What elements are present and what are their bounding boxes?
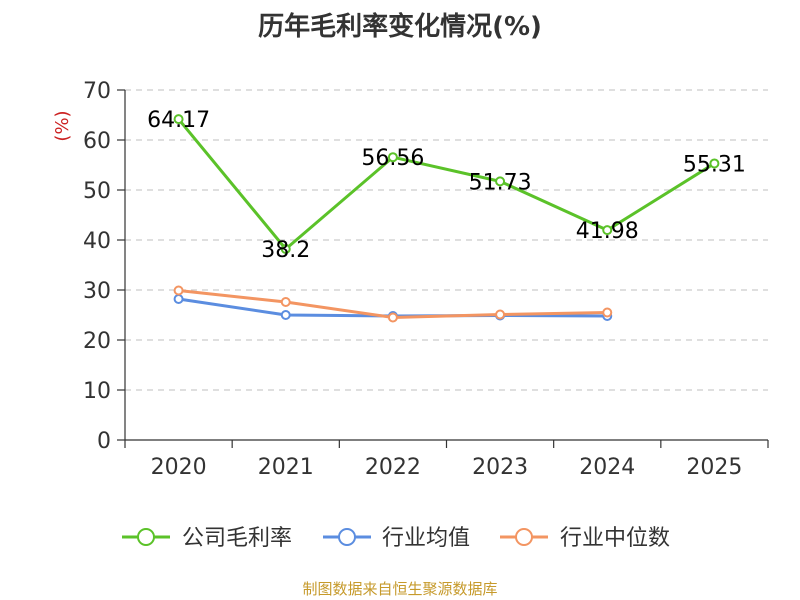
legend-item-2: 行业中位数 bbox=[500, 526, 670, 551]
legend-label-0: 公司毛利率 bbox=[182, 526, 292, 551]
data-label-2021: 38.2 bbox=[261, 238, 310, 263]
data-point-s0-2020 bbox=[173, 114, 184, 125]
data-point-s2-2023 bbox=[495, 309, 506, 320]
x-tick-label-2022: 2022 bbox=[365, 455, 421, 480]
y-tick-label-0: 0 bbox=[97, 429, 111, 454]
x-tick-label-2025: 2025 bbox=[686, 455, 742, 480]
y-tick-label-20: 20 bbox=[83, 329, 111, 354]
data-point-s1-2020 bbox=[173, 294, 184, 304]
legend: 公司毛利率 行业均值 行业中位数 bbox=[122, 526, 670, 551]
data-point-s1-2021 bbox=[280, 310, 291, 320]
legend-marker-0 bbox=[137, 528, 155, 546]
data-point-s2-2020 bbox=[173, 285, 184, 296]
legend-item-1: 行业均值 bbox=[323, 526, 470, 551]
x-tick-label-2020: 2020 bbox=[151, 455, 207, 480]
data-point-s0-2025 bbox=[709, 158, 720, 169]
x-tick-label-2021: 2021 bbox=[258, 455, 314, 480]
legend-marker-2 bbox=[515, 528, 533, 546]
y-axis-label: (%) bbox=[52, 110, 73, 141]
grid-lines bbox=[125, 89, 768, 391]
series-line-0 bbox=[177, 118, 716, 251]
y-tick-label-10: 10 bbox=[83, 379, 111, 404]
series bbox=[173, 114, 720, 323]
legend-marker-1 bbox=[338, 528, 356, 546]
data-point-s2-2022 bbox=[387, 312, 398, 323]
data-point-s2-2024 bbox=[602, 307, 613, 318]
y-tick-label-30: 30 bbox=[83, 279, 111, 304]
y-tick-label-60: 60 bbox=[83, 129, 111, 154]
x-tick-label-2024: 2024 bbox=[579, 455, 635, 480]
y-tick-label-40: 40 bbox=[83, 229, 111, 254]
source-note: 制图数据来自恒生聚源数据库 bbox=[302, 580, 498, 598]
data-point-s0-2022 bbox=[387, 152, 398, 163]
data-point-s0-2021 bbox=[280, 244, 291, 254]
y-tick-label-50: 50 bbox=[83, 179, 111, 204]
chart-title: 历年毛利率变化情况(%) bbox=[258, 12, 542, 42]
data-label-2022: 56.56 bbox=[361, 146, 424, 171]
data-label-2023: 51.73 bbox=[469, 170, 532, 195]
axes: 0 10 20 30 40 50 60 70 2020 2021 2022 2023 2024 2025 bbox=[83, 79, 769, 480]
data-point-s2-2021 bbox=[280, 297, 291, 307]
data-point-s0-2023 bbox=[495, 176, 506, 187]
x-tick-label-2023: 2023 bbox=[472, 455, 528, 480]
data-label-2024: 41.98 bbox=[576, 219, 639, 244]
legend-label-1: 行业均值 bbox=[382, 526, 470, 551]
data-label-2020: 64.17 bbox=[147, 108, 210, 133]
data-point-s0-2024 bbox=[602, 225, 613, 236]
data-label-2025: 55.31 bbox=[683, 152, 746, 177]
y-tick-label-70: 70 bbox=[83, 79, 111, 104]
legend-item-0: 公司毛利率 bbox=[122, 526, 292, 551]
data-labels: 64.17 38.2 56.56 51.73 41.98 55.31 bbox=[147, 108, 746, 263]
legend-label-2: 行业中位数 bbox=[560, 526, 670, 551]
